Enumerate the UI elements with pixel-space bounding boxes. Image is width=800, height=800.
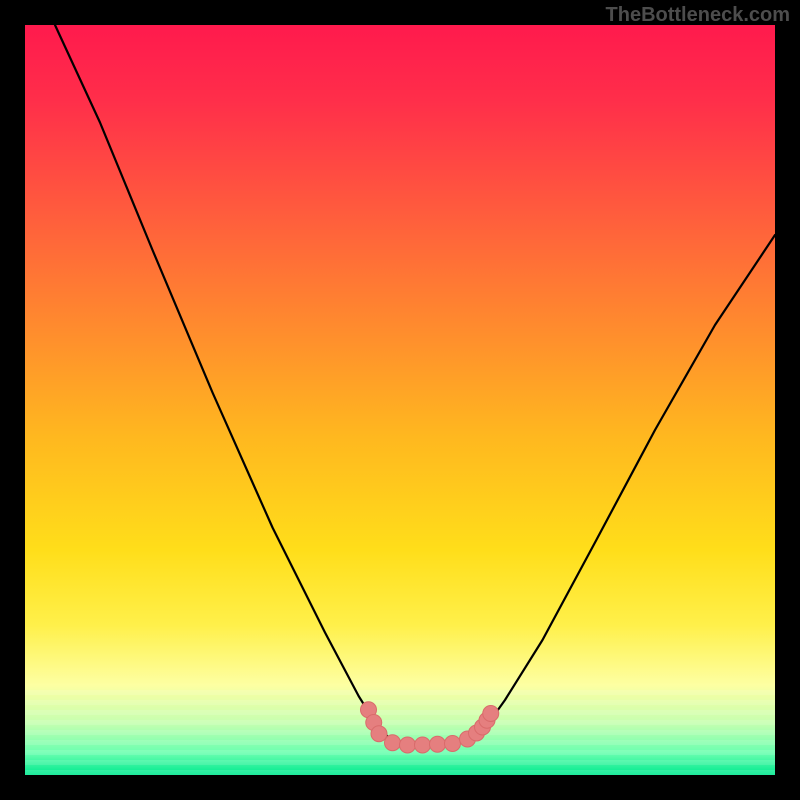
plot-background xyxy=(25,25,775,775)
bottom-band xyxy=(25,700,775,705)
bottom-band xyxy=(25,730,775,735)
chart-svg xyxy=(0,0,800,800)
curve-marker xyxy=(385,735,401,751)
bottom-band xyxy=(25,720,775,725)
bottom-band xyxy=(25,770,775,775)
curve-marker xyxy=(483,706,499,722)
curve-marker xyxy=(400,737,416,753)
chart-canvas: TheBottleneck.com xyxy=(0,0,800,800)
curve-marker xyxy=(445,736,461,752)
bottom-band xyxy=(25,760,775,765)
bottom-band xyxy=(25,710,775,715)
watermark-text: TheBottleneck.com xyxy=(606,4,790,27)
bottom-band xyxy=(25,690,775,695)
bottom-band xyxy=(25,750,775,755)
curve-marker xyxy=(430,736,446,752)
curve-marker xyxy=(371,726,387,742)
curve-marker xyxy=(415,737,431,753)
